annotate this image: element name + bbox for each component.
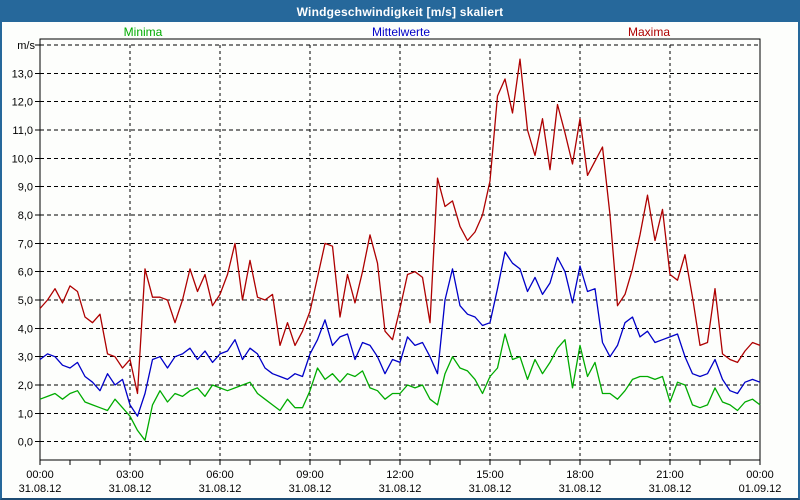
legend-mittelwerte: Mittelwerte <box>371 25 431 39</box>
wind-chart-svg: 0,0 1,0 2,0 3,0 4,0 5,0 6,0 7,0 8,0 9,0 10,0 11,0 12… <box>12 38 782 495</box>
y-tick-label: 13,0 <box>12 68 33 80</box>
window-title: Windgeschwindigkeit [m/s] skaliert <box>296 5 504 19</box>
title-bar: Windgeschwindigkeit [m/s] skaliert <box>2 2 798 22</box>
x-tick-time-label: 00:00 <box>746 469 774 481</box>
x-tick-time-label: 18:00 <box>566 469 594 481</box>
x-tick-date-label: 31.08.12 <box>379 483 422 495</box>
chart-area: 0,0 1,0 2,0 3,0 4,0 5,0 6,0 7,0 8,0 9,0 10,0 11,0 12… <box>2 22 798 498</box>
y-tick-label: 0,0 <box>18 437 33 449</box>
y-tick-label: 8,0 <box>18 210 33 222</box>
x-tick-date-label: 31.08.12 <box>199 483 242 495</box>
x-tick-date-label: 31.08.12 <box>19 483 62 495</box>
x-tick-time-label: 03:00 <box>116 469 144 481</box>
x-tick-time-label: 09:00 <box>296 469 324 481</box>
x-tick-time-label: 21:00 <box>656 469 684 481</box>
series-line-maxima <box>39 58 761 395</box>
x-tick-time-label: 12:00 <box>386 469 414 481</box>
x-tick-date-label: 31.08.12 <box>559 483 602 495</box>
y-tick-label: 12,0 <box>12 97 33 109</box>
x-tick-date-label: 31.08.12 <box>289 483 332 495</box>
legend-minima: Minima <box>123 25 163 39</box>
y-tick-label: 1,0 <box>18 408 33 420</box>
x-tick-time-label: 06:00 <box>206 469 234 481</box>
y-tick-label: 4,0 <box>18 323 33 335</box>
x-tick-date-label: 31.08.12 <box>109 483 152 495</box>
y-tick-label: 5,0 <box>18 295 33 307</box>
y-tick-label: 3,0 <box>18 352 33 364</box>
legend-maxima: Maxima <box>627 25 671 39</box>
y-tick-label: 10,0 <box>12 153 33 165</box>
x-tick-date-label: 31.08.12 <box>469 483 512 495</box>
y-tick-label: 2,0 <box>18 380 33 392</box>
x-tick-time-label: 15:00 <box>476 469 504 481</box>
series-line-mittelwerte <box>39 251 761 417</box>
series-line-minima <box>39 333 761 441</box>
y-tick-label: 6,0 <box>18 267 33 279</box>
x-tick-date-label: 31.08.12 <box>649 483 692 495</box>
y-tick-label: 9,0 <box>18 182 33 194</box>
y-axis-unit-label: m/s <box>17 40 35 52</box>
y-tick-label: 7,0 <box>18 238 33 250</box>
x-tick-time-label: 00:00 <box>26 469 54 481</box>
y-tick-label: 11,0 <box>12 125 33 137</box>
x-tick-date-label: 01.09.12 <box>739 483 782 495</box>
